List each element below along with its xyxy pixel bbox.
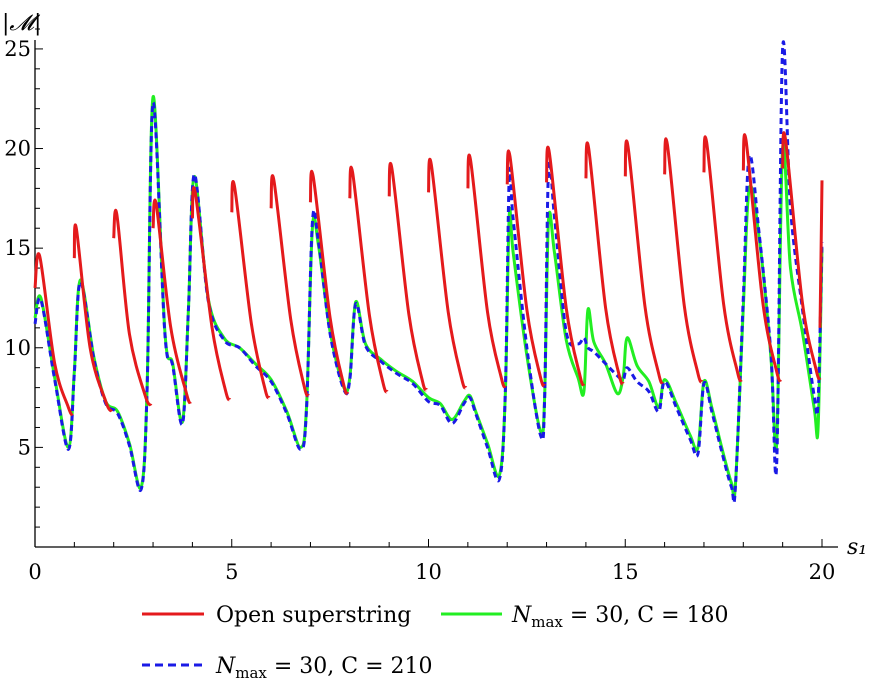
legend-item-c210: Nmax = 30, C = 210 [142, 654, 433, 682]
series-open-superstring-line [112, 209, 153, 407]
x-tick-label: 0 [28, 560, 41, 584]
series-layer [33, 40, 824, 505]
legend-label-c210-sub: max [235, 664, 267, 682]
series-open-superstring [33, 131, 824, 417]
x-ticks: 0 5 10 15 20 [28, 539, 835, 584]
series-open-superstring-line [230, 180, 271, 400]
axes: 0 5 10 15 20 5 10 15 20 25 |𝓜| s₁ [2, 11, 867, 584]
y-ticks: 5 10 15 20 25 [4, 28, 43, 528]
series-open-superstring-line [387, 162, 428, 392]
series-open-superstring-line [623, 139, 665, 385]
legend-item-c180: Nmax = 30, C = 180 [441, 603, 729, 631]
y-tick-label: 15 [4, 236, 31, 260]
legend-label-c210-rest: = 30, C = 210 [267, 654, 433, 679]
series-open-superstring-line [151, 198, 192, 405]
y-tick-label: 10 [4, 336, 31, 360]
legend-item-open-superstring: Open superstring [142, 603, 411, 628]
series-open-superstring-line [72, 223, 113, 413]
series-open-superstring-line [702, 135, 743, 383]
series-c210 [33, 40, 824, 505]
series-open-superstring-line [348, 165, 389, 394]
legend-label-c180-sub: max [531, 613, 563, 631]
series-open-superstring-line [466, 153, 507, 389]
series-open-superstring-line [505, 149, 546, 388]
legend-label-c210-n: N [215, 654, 236, 679]
x-tick-label: 15 [612, 560, 639, 584]
series-c210-line [33, 40, 824, 505]
y-tick-label: 5 [18, 435, 31, 459]
legend-label-c180: Nmax = 30, C = 180 [511, 603, 729, 631]
series-open-superstring-line [33, 252, 74, 417]
series-open-superstring-line [545, 145, 586, 387]
x-tick-label: 20 [809, 560, 836, 584]
x-axis-title: s₁ [847, 535, 867, 560]
legend-label-c210: Nmax = 30, C = 210 [215, 654, 433, 682]
legend-label-c180-n: N [511, 603, 532, 628]
y-axis-title: |𝓜| [2, 11, 41, 36]
legend-label-open-superstring: Open superstring [216, 603, 411, 628]
y-tick-label: 20 [4, 137, 31, 161]
x-tick-label: 5 [225, 560, 238, 584]
series-open-superstring-line [190, 186, 232, 402]
series-open-superstring-line [818, 180, 824, 328]
series-open-superstring-line [741, 133, 783, 383]
x-tick-label: 10 [415, 560, 442, 584]
series-open-superstring-line [663, 137, 704, 384]
series-open-superstring-line [308, 169, 350, 396]
series-open-superstring-line [584, 141, 625, 386]
legend-label-c180-rest: = 30, C = 180 [563, 603, 729, 628]
y-tick-label: 25 [4, 37, 31, 61]
legend: Open superstring Nmax = 30, C = 180 Nmax… [142, 603, 729, 682]
series-open-superstring-line [269, 174, 310, 398]
series-open-superstring-line [781, 131, 822, 381]
series-open-superstring-line [427, 157, 468, 390]
